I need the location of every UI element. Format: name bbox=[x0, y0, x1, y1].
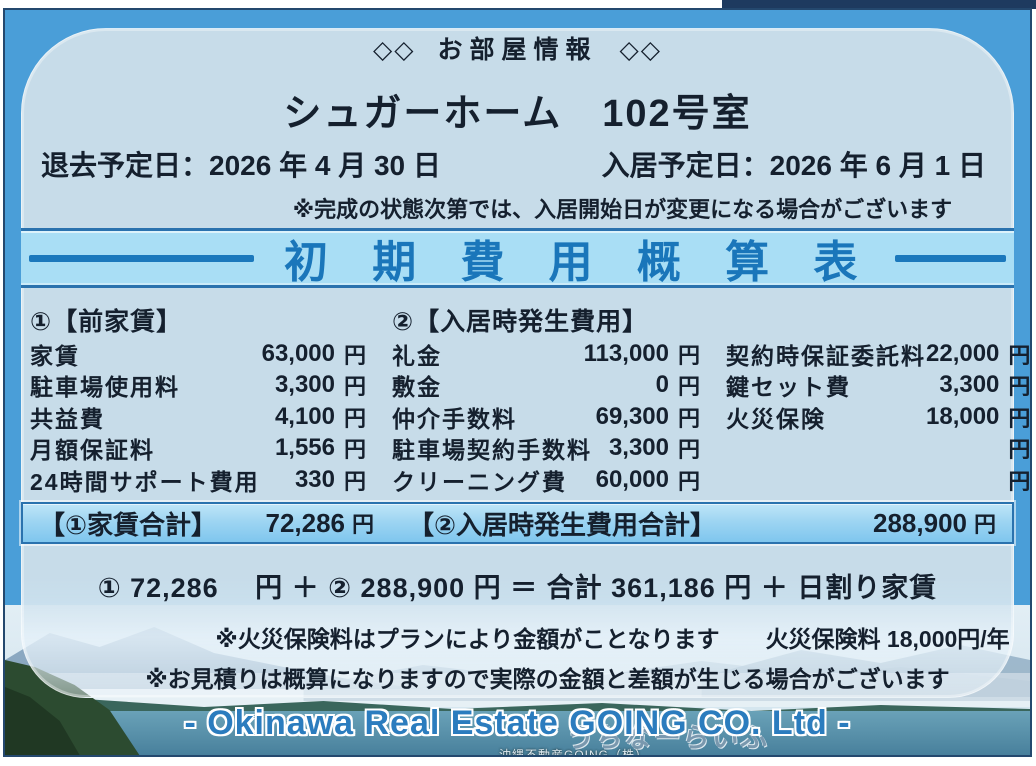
fee-label: 鍵セット費 bbox=[726, 374, 851, 401]
fee-label: 家賃 bbox=[30, 342, 80, 369]
fee-value: 60,000 bbox=[595, 465, 669, 493]
schedule-caution: ※完成の状態次第では、入居開始日が変更になる場合がございます bbox=[292, 197, 953, 222]
fee-label: 礼金 bbox=[392, 342, 442, 369]
trees-dark bbox=[5, 687, 80, 755]
fee-unit: 円 bbox=[1008, 468, 1031, 494]
table-row: 月額保証料 1,556 円 bbox=[30, 433, 378, 465]
movein-date: 入居予定日：2026 年 6 月 1 日 bbox=[601, 150, 986, 181]
fee-col3-header bbox=[726, 302, 1030, 338]
fee-unit: 円 bbox=[678, 374, 701, 400]
schedule-dates: 退去予定日：2026 年 4 月 30 日 入居予定日：2026 年 6 月 1… bbox=[41, 144, 986, 184]
fee-unit: 円 bbox=[678, 437, 701, 463]
fee-label: 契約時保証委託料 bbox=[726, 342, 926, 369]
fee-value: 3,300 bbox=[939, 371, 1000, 399]
fee-column-movein-costs: ②【入居時発生費用】 礼金 113,000 円 敷金 0 円 仲介手数料 69,… bbox=[392, 302, 712, 496]
fee-label: 敷金 bbox=[392, 374, 442, 401]
fee-value: 1,556 bbox=[274, 434, 335, 462]
fee-unit: 円 bbox=[1008, 405, 1031, 431]
table-row: クリーニング費 60,000 円 bbox=[392, 464, 712, 496]
fee-label: 共益費 bbox=[30, 405, 105, 432]
banner-line-right bbox=[895, 254, 1006, 262]
fee-value: 0 bbox=[655, 371, 669, 399]
rent-total-value: 72,286 bbox=[265, 507, 346, 538]
table-row: 24時間サポート費用 330 円 bbox=[30, 464, 378, 496]
estimate-note: ※お見積りは概算になりますので実際の金額と差額が生じる場合がございます bbox=[145, 666, 950, 692]
fee-unit: 円 bbox=[344, 342, 367, 368]
fee-value: 18,000 bbox=[926, 402, 1000, 430]
table-row: 敷金 0 円 bbox=[392, 370, 712, 402]
fee-column-advance-rent: ①【前家賃】 家賃 63,000 円 駐車場使用料 3,300 円 共益費 4,… bbox=[30, 302, 378, 496]
totals-bar: 【①家賃合計】 72,286 円 【②入居時発生費用合計】 288,900 円 bbox=[21, 502, 1014, 544]
table-row: 火災保険 18,000 円 bbox=[726, 401, 1031, 433]
fee-label: 火災保険 bbox=[726, 405, 826, 432]
fee-value: 22,000 bbox=[926, 339, 1000, 367]
fee-value: 3,300 bbox=[608, 434, 669, 462]
table-row: 契約時保証委託料 22,000 円 bbox=[726, 338, 1031, 370]
fee-value: 69,300 bbox=[595, 402, 669, 430]
content-panel bbox=[21, 28, 1014, 698]
fee-label: 仲介手数料 bbox=[392, 405, 517, 432]
fee-unit: 円 bbox=[344, 468, 367, 494]
table-row: 円 bbox=[726, 433, 1031, 465]
fee-value: 330 bbox=[294, 465, 335, 493]
fee-table: ①【前家賃】 家賃 63,000 円 駐車場使用料 3,300 円 共益費 4,… bbox=[30, 302, 1030, 496]
table-row: 円 bbox=[726, 464, 1031, 496]
fee-unit: 円 bbox=[678, 405, 701, 431]
fee-unit: 円 bbox=[1008, 437, 1031, 463]
fee-value: 4,100 bbox=[274, 402, 335, 430]
fee-label: 駐車場使用料 bbox=[30, 374, 180, 401]
diamond-decor-right: ◇◇ bbox=[619, 36, 662, 64]
fee-label: 駐車場契約手数料 bbox=[392, 437, 592, 464]
insurance-note: ※火災保険料はプランにより金額がことなります 火災保険料 18,000円/年 bbox=[215, 626, 1010, 652]
banner-title: 初 期 費 用 概 算 表 bbox=[284, 238, 874, 287]
section-header: ◇◇ お部屋情報 ◇◇ bbox=[5, 30, 1030, 66]
top-edge-strip bbox=[722, 0, 1036, 9]
table-row: 家賃 63,000 円 bbox=[30, 338, 378, 370]
movein-total-unit: 円 bbox=[973, 512, 996, 537]
fee-value: 63,000 bbox=[261, 339, 335, 367]
fee-unit: 円 bbox=[344, 437, 367, 463]
table-row: 共益費 4,100 円 bbox=[30, 401, 378, 433]
banner-line-left bbox=[29, 254, 254, 262]
grand-total-formula: ① 72,286 円 ＋ ② 288,900 円 ＝ 合計 361,186 円 … bbox=[97, 573, 938, 603]
table-row: 礼金 113,000 円 bbox=[392, 338, 712, 370]
company-name-jp: 沖縄不動産GOING（株） bbox=[498, 748, 648, 757]
fee-unit: 円 bbox=[678, 342, 701, 368]
table-row: 駐車場使用料 3,300 円 bbox=[30, 370, 378, 402]
fee-unit: 円 bbox=[1008, 374, 1031, 400]
fee-col2-header: ②【入居時発生費用】 bbox=[392, 308, 649, 336]
cost-table-banner: 初 期 費 用 概 算 表 bbox=[21, 228, 1014, 288]
table-row: 仲介手数料 69,300 円 bbox=[392, 401, 712, 433]
fee-unit: 円 bbox=[344, 405, 367, 431]
fee-value: 3,300 bbox=[274, 371, 335, 399]
fee-column-extra-costs: 契約時保証委託料 22,000 円 鍵セット費 3,300 円 火災保険 18,… bbox=[726, 302, 1031, 496]
moveout-date: 退去予定日：2026 年 4 月 30 日 bbox=[41, 150, 441, 181]
rent-total-unit: 円 bbox=[352, 512, 375, 537]
company-name-en: - Okinawa Real Estate GOING CO. Ltd - bbox=[184, 704, 851, 742]
table-row: 鍵セット費 3,300 円 bbox=[726, 370, 1031, 402]
section-label: お部屋情報 bbox=[437, 36, 598, 64]
building-title: シュガーホーム 102号室 bbox=[283, 93, 752, 135]
flyer-background: ◇◇ お部屋情報 ◇◇ シュガーホーム 102号室 退去予定日：2026 年 4 月… bbox=[3, 8, 1032, 757]
fee-col1-header: ①【前家賃】 bbox=[30, 308, 183, 336]
table-row: 駐車場契約手数料 3,300 円 bbox=[392, 433, 712, 465]
movein-total-label: 【②入居時発生費用合計】 bbox=[408, 509, 717, 540]
movein-total-value: 288,900 bbox=[873, 507, 967, 538]
diamond-decor-left: ◇◇ bbox=[373, 36, 416, 64]
fee-unit: 円 bbox=[1008, 342, 1031, 368]
fee-label: 24時間サポート費用 bbox=[30, 468, 260, 495]
fee-unit: 円 bbox=[678, 468, 701, 494]
sea bbox=[5, 711, 1030, 755]
rent-total-label: 【①家賃合計】 bbox=[39, 509, 218, 540]
fee-label: クリーニング費 bbox=[392, 468, 567, 495]
fee-label: 月額保証料 bbox=[30, 437, 155, 464]
fee-value: 113,000 bbox=[583, 339, 669, 367]
fee-unit: 円 bbox=[344, 374, 367, 400]
